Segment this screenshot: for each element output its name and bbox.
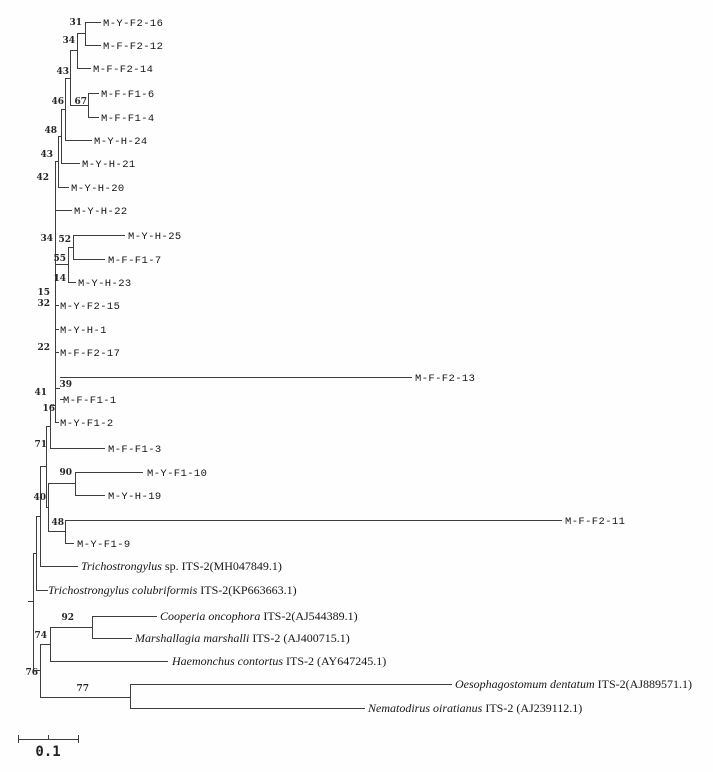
- taxon-label: M-Y-H-25: [128, 231, 182, 243]
- bootstrap-value: 34: [62, 36, 75, 46]
- taxon-label: M-F-F1-7: [108, 255, 162, 267]
- taxon-label: M-Y-H-1: [60, 325, 107, 337]
- bootstrap-value: 14: [53, 274, 66, 284]
- taxon-label: M-Y-F1-9: [77, 539, 131, 551]
- taxon-label: M-F-F2-11: [565, 516, 625, 528]
- bootstrap-value: 46: [51, 97, 64, 107]
- bootstrap-value: 52: [58, 235, 71, 245]
- taxon-label: M-Y-F2-16: [103, 18, 163, 30]
- bootstrap-value: 55: [53, 254, 66, 264]
- taxon-label: Marshallagia marshalli ITS-2 (AJ400715.1…: [134, 631, 350, 645]
- taxon-label: Trichostrongylus sp. ITS-2(MH047849.1): [81, 559, 282, 573]
- taxon-label: M-Y-F2-15: [60, 301, 120, 313]
- bootstrap-value: 48: [44, 126, 57, 136]
- bootstrap-value: 32: [37, 299, 50, 309]
- bootstrap-value: 76: [25, 668, 38, 678]
- taxon-label: M-Y-F1-2: [60, 418, 114, 430]
- bootstrap-value: 92: [61, 613, 74, 623]
- taxon-label: M-Y-H-21: [82, 159, 136, 171]
- taxon-label: M-F-F1-3: [108, 444, 162, 456]
- taxon-label: Nematodirus oiratianus ITS-2 (AJ239112.1…: [367, 701, 582, 715]
- taxon-label: M-Y-F1-10: [147, 468, 207, 480]
- bootstrap-value: 43: [40, 150, 53, 160]
- tree-branches: [28, 22, 562, 709]
- taxon-label: M-F-F2-13: [415, 373, 475, 385]
- taxon-label: M-F-F1-6: [101, 89, 155, 101]
- taxon-label: M-F-F2-12: [103, 41, 163, 53]
- bootstrap-value: 77: [76, 684, 89, 694]
- taxon-label: M-Y-H-22: [74, 206, 128, 218]
- taxon-label: Cooperia oncophora ITS-2(AJ544389.1): [160, 609, 358, 623]
- taxon-label: Oesophagostomum dentatum ITS-2(AJ889571.…: [455, 677, 692, 691]
- bootstrap-value: 41: [34, 388, 47, 398]
- bootstrap-value: 43: [56, 67, 69, 77]
- bootstrap-value: 31: [69, 18, 82, 28]
- taxon-label: M-F-F1-1: [63, 395, 117, 407]
- bootstrap-value: 90: [59, 468, 72, 478]
- taxon-label: M-F-F1-4: [101, 113, 155, 125]
- taxon-label: Trichostrongylus colubriformis ITS-2(KP6…: [48, 583, 297, 597]
- bootstrap-value: 48: [51, 518, 64, 528]
- bootstrap-value: 71: [34, 440, 47, 450]
- bootstrap-value: 15: [37, 288, 50, 298]
- bootstrap-value: 39: [59, 380, 72, 390]
- taxon-label: M-Y-H-23: [78, 278, 132, 290]
- bootstrap-value: 34: [40, 234, 53, 244]
- taxon-label: M-Y-H-24: [94, 136, 148, 148]
- bootstrap-value: 22: [37, 343, 50, 353]
- taxon-label: M-Y-H-19: [108, 491, 162, 503]
- scale-bar: 0.1: [18, 735, 79, 760]
- taxon-label: M-F-F2-14: [93, 64, 153, 76]
- taxon-labels: M-Y-F2-16 M-F-F2-12 M-F-F2-14 M-F-F1-6 M-F-F…: [48, 18, 692, 715]
- bootstrap-value: 74: [34, 631, 47, 641]
- bootstrap-value: 16: [42, 404, 55, 414]
- taxon-label: M-F-F2-17: [60, 348, 120, 360]
- taxon-label: Haemonchus contortus ITS-2 (AY647245.1): [171, 654, 386, 668]
- taxon-label: M-Y-H-20: [71, 183, 125, 195]
- bootstrap-value: 67: [74, 97, 87, 107]
- bootstrap-value: 40: [33, 493, 46, 503]
- scale-bar-label: 0.1: [35, 744, 60, 760]
- bootstrap-value: 42: [36, 173, 49, 183]
